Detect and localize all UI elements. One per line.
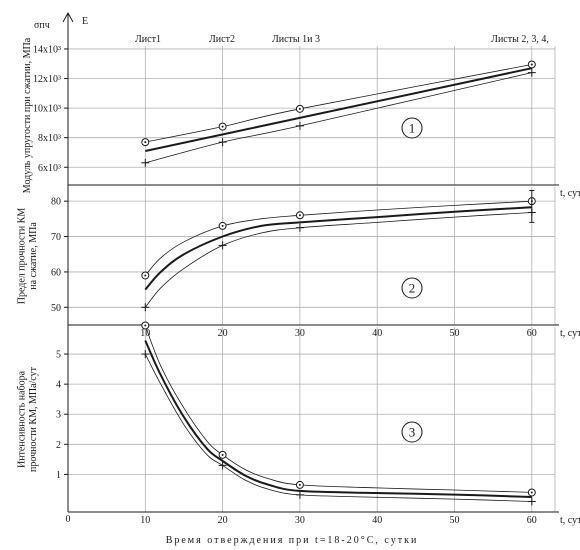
panel-3-series-lower-line bbox=[144, 353, 532, 502]
panel-1-ytick-label-3: 12х10³ bbox=[33, 74, 61, 85]
corner-sigma-label: σпч bbox=[34, 20, 50, 31]
panel-2-point-dot-30 bbox=[298, 214, 301, 217]
panel-1-point-dot-20 bbox=[221, 125, 224, 128]
panel-1-ytick-label-1: 8х10³ bbox=[38, 133, 61, 144]
panel-2-point-dot-20 bbox=[221, 224, 224, 227]
panel-2-series-lower-line bbox=[144, 212, 532, 308]
panel-2-series-upper-line bbox=[144, 200, 532, 276]
panel-1-series-lower-line bbox=[145, 72, 532, 164]
panel-2-ytick-label-1: 60 bbox=[51, 267, 61, 278]
panel-3-ytick-label-3: 4 bbox=[56, 380, 61, 391]
panel-3-xtick-label-40: 40 bbox=[372, 515, 382, 526]
chart-panels: 6х10³ 8х10³ 10х10³ 12х10³ 14х10³ t, сут Модуль… bbox=[17, 14, 580, 526]
sheet-label-4: Листы 2, 3, 4, bbox=[491, 34, 549, 45]
panel-1-ytick-label-0: 6х10³ bbox=[38, 163, 61, 174]
panel-2-ytick-label-2: 70 bbox=[51, 232, 61, 243]
panel-2-ytick-label-0: 50 bbox=[51, 303, 61, 314]
origin-label: 0 bbox=[66, 514, 71, 525]
panel-1-ytick-label-4: 14х10³ bbox=[33, 44, 61, 55]
panel-2-y-axis-label-line-1: на сжатие, МПа bbox=[28, 222, 39, 290]
panel-3-xtick-label-60: 60 bbox=[527, 515, 537, 526]
panel-1-x-axis-label: t, сут bbox=[560, 188, 580, 199]
panel-3-y-axis-label: Интенсивность наборапрочности КМ, МПа/су… bbox=[17, 366, 40, 472]
panel-3-ytick-label-4: 5 bbox=[56, 350, 61, 361]
panel-1-series-mean-line bbox=[145, 67, 533, 152]
panel-1-number-circle bbox=[401, 117, 423, 139]
panel-3-point-dot-10 bbox=[144, 324, 147, 327]
panel-1-ytick-label-2: 10х10³ bbox=[33, 104, 61, 115]
panel-2-point-dot-10 bbox=[144, 274, 147, 277]
sheet-label-1: Лист1 bbox=[135, 34, 161, 45]
sheet-label-3: Листы 1и 3 bbox=[272, 34, 320, 45]
panel-2-ytick-label-3: 80 bbox=[51, 197, 61, 208]
panel-3-xtick-label-50: 50 bbox=[450, 515, 460, 526]
sheet-label-2: Лист2 bbox=[209, 34, 235, 45]
panel-3-point-dot-60 bbox=[530, 491, 533, 494]
panel-3-xtick-label-10: 10 bbox=[140, 515, 150, 526]
panel-3-y-axis-label-line-1: прочности КМ, МПа/сут bbox=[28, 366, 39, 472]
panel-1-y-axis-label-line-0: Модуль упругости при сжатии, МПа bbox=[22, 37, 33, 193]
panel-1: 6х10³ 8х10³ 10х10³ 12х10³ 14х10³ t, сут Модуль… bbox=[22, 37, 580, 199]
panel-1-y-axis-label: Модуль упругости при сжатии, МПа bbox=[22, 37, 33, 193]
panel-2-y-axis-label: Предел прочности КМна сжатие, МПа bbox=[17, 208, 40, 305]
panel-1-series-upper-line bbox=[145, 64, 532, 143]
panel-2-y-axis-label-line-0: Предел прочности КМ bbox=[17, 208, 28, 305]
panel-3-series-upper-line bbox=[144, 325, 532, 493]
panel-3-xtick-label-30: 30 bbox=[295, 515, 305, 526]
panel-3-ytick-label-1: 2 bbox=[56, 440, 61, 451]
panel-2-x-axis-label: t, сут bbox=[560, 328, 580, 339]
panel-3-number-circle bbox=[401, 421, 423, 443]
panel-1-point-dot-30 bbox=[298, 107, 301, 110]
panel-3-x-axis-label: t, сут bbox=[560, 515, 580, 526]
panel-3-xtick-label-20: 20 bbox=[218, 515, 228, 526]
panel-3-number: 3 bbox=[409, 425, 416, 440]
panel-1-point-dot-10 bbox=[144, 141, 147, 144]
panel-2-number-circle bbox=[401, 277, 423, 299]
panel-3-y-axis-label-line-0: Интенсивность набора bbox=[17, 370, 28, 468]
panel-1-number: 1 bbox=[409, 121, 416, 136]
panel-2-series-mean-line bbox=[144, 206, 532, 291]
y-axis-arrow bbox=[62, 11, 74, 23]
panel-3-ytick-label-0: 1 bbox=[56, 470, 61, 481]
corner-e-label: E bbox=[82, 16, 88, 27]
panel-1-point-dot-60 bbox=[530, 63, 533, 66]
panel-3-point-dot-20 bbox=[221, 453, 224, 456]
x-axis-footer: Время отверждения при t=18-20°С, сутки bbox=[166, 535, 419, 546]
panel-3-series-mean-line bbox=[144, 340, 532, 498]
panel-2-number: 2 bbox=[409, 281, 416, 296]
panel-3-point-dot-30 bbox=[298, 483, 301, 486]
panel-3-ytick-label-2: 3 bbox=[56, 410, 61, 421]
